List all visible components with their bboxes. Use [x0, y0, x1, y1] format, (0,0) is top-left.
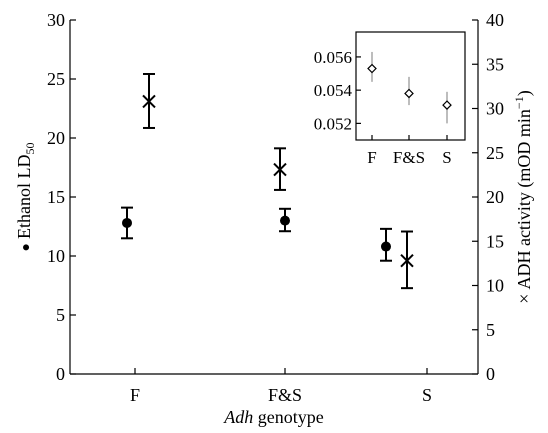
- inset-y-tick-label: 0.052: [314, 114, 352, 133]
- left-tick-label: 5: [56, 305, 65, 325]
- adh-point-stroke-b: [273, 162, 287, 177]
- inset-point: [442, 100, 452, 110]
- inset-point: [367, 63, 377, 74]
- right-tick-label: 25: [486, 143, 504, 163]
- left-tick-label: 15: [47, 187, 65, 207]
- right-axis-label-text: ADH activity (mOD min: [514, 109, 535, 289]
- right-axis-ticks: 0 5 10 15 20 25 30 35 40: [472, 10, 504, 384]
- left-tick-label: 0: [56, 364, 65, 384]
- right-tick-label: 30: [486, 99, 504, 119]
- right-axis-label-marker: ×: [514, 294, 534, 304]
- x-axis-ticks: F F&S S: [130, 368, 432, 405]
- right-tick-label: 10: [486, 276, 504, 296]
- x-axis-label: Adh genotype: [223, 407, 323, 427]
- x-axis-label-italic: Adh: [223, 407, 253, 427]
- left-tick-label: 20: [47, 128, 65, 148]
- inset-y-tick-label: 0.056: [314, 48, 352, 67]
- main-axes: [69, 20, 479, 375]
- right-tick-label: 5: [486, 320, 495, 340]
- right-tick-label: 35: [486, 54, 504, 74]
- inset-y-tick-label: 0.054: [314, 81, 353, 100]
- inset-chart: 0.052 0.054 0.056 F F&S S: [314, 31, 466, 167]
- right-tick-label: 15: [486, 231, 504, 251]
- right-tick-label: 20: [486, 187, 504, 207]
- right-tick-label: 0: [486, 364, 495, 384]
- adh-point: [142, 94, 156, 109]
- ld50-point: [381, 241, 391, 252]
- inset-point: [404, 88, 414, 99]
- inset-x-tick-label: F&S: [393, 148, 425, 167]
- inset-x-ticks: F F&S S: [367, 135, 452, 167]
- right-axis-label: × ADH activity (mOD min−1): [512, 90, 535, 303]
- adh-point-stroke-b: [142, 94, 156, 109]
- left-axis-label: ● Ethanol LD50: [14, 143, 37, 252]
- adh-activity-series: [142, 72, 414, 290]
- inset-series: [367, 51, 452, 124]
- left-axis-ticks: 0 5 10 15 20 25 30: [47, 10, 76, 384]
- right-axis-label-close: ): [514, 90, 535, 96]
- ld50-point: [280, 215, 290, 226]
- left-tick-label: 30: [47, 10, 65, 30]
- right-axis-label-superscript: −1: [512, 96, 526, 109]
- ethanol-ld50-series: [121, 206, 392, 262]
- inset-x-tick-label: S: [442, 148, 451, 167]
- left-axis-label-marker: ●: [19, 243, 34, 251]
- left-axis-label-subscript: 50: [23, 143, 37, 155]
- adh-point-stroke-b: [400, 254, 414, 268]
- left-tick-label: 10: [47, 246, 65, 266]
- adh-point: [273, 162, 287, 177]
- ld50-point: [122, 217, 132, 228]
- inset-x-tick-label: F: [367, 148, 376, 167]
- x-tick-label: S: [422, 385, 432, 405]
- x-axis-label-rest: genotype: [253, 407, 323, 427]
- x-tick-label: F: [130, 385, 140, 405]
- x-tick-label: F&S: [268, 385, 302, 405]
- inset-y-ticks: 0.052 0.054 0.056: [314, 48, 361, 133]
- adh-point: [400, 254, 414, 268]
- right-tick-label: 40: [486, 10, 504, 30]
- left-axis-label-text: Ethanol LD: [14, 155, 34, 239]
- left-tick-label: 25: [47, 69, 65, 89]
- inset-frame: [355, 31, 466, 141]
